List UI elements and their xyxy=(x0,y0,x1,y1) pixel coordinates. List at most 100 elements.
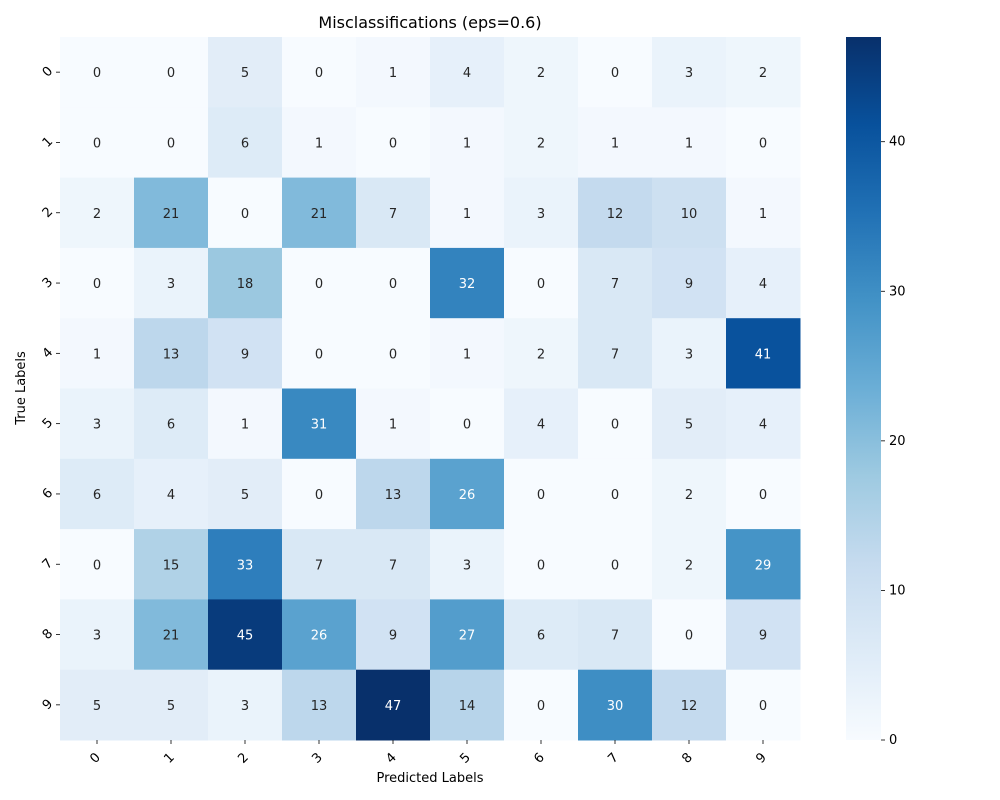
cell-value-label: 3 xyxy=(685,66,693,81)
cell-value-label: 5 xyxy=(93,699,101,714)
heatmap-cell xyxy=(430,599,505,671)
heatmap-cell xyxy=(504,177,579,249)
heatmap-cell xyxy=(282,247,357,319)
heatmap-cell xyxy=(578,177,653,249)
heatmap-cell xyxy=(652,177,727,249)
heatmap-cell xyxy=(578,599,653,671)
heatmap-cell xyxy=(504,37,579,108)
heatmap-cell xyxy=(504,669,579,741)
cell-value-label: 7 xyxy=(611,347,619,362)
cell-value-label: 0 xyxy=(759,699,767,714)
heatmap-cell xyxy=(504,529,579,600)
colorbar-tick-label: 20 xyxy=(889,434,906,449)
cell-value-label: 0 xyxy=(611,488,619,503)
cell-value-label: 9 xyxy=(759,629,767,644)
heatmap-cell xyxy=(134,669,209,741)
cell-value-label: 10 xyxy=(681,207,698,222)
heatmap-cell xyxy=(208,107,283,179)
x-tick-label: 5 xyxy=(457,750,473,766)
heatmap-cell xyxy=(134,177,209,249)
cell-value-label: 0 xyxy=(611,558,619,573)
cell-value-label: 0 xyxy=(93,136,101,151)
cell-value-label: 0 xyxy=(759,488,767,503)
cell-value-label: 3 xyxy=(93,629,101,644)
cell-value-label: 1 xyxy=(93,347,101,362)
cell-value-label: 15 xyxy=(163,558,180,573)
cell-value-label: 2 xyxy=(685,488,693,503)
heatmap-cell xyxy=(282,669,357,741)
heatmap-cell xyxy=(430,529,505,600)
heatmap-cell xyxy=(356,529,431,600)
heatmap-cell xyxy=(134,599,209,671)
heatmap-cell xyxy=(134,247,209,319)
heatmap-cell xyxy=(60,669,135,741)
heatmap-cell xyxy=(578,107,653,179)
cell-value-label: 0 xyxy=(389,136,397,151)
cell-value-label: 3 xyxy=(93,418,101,433)
cell-value-label: 18 xyxy=(237,277,254,292)
cell-value-label: 0 xyxy=(315,66,323,81)
cell-value-label: 1 xyxy=(463,136,471,151)
cell-value-label: 1 xyxy=(463,207,471,222)
heatmap-cell xyxy=(134,37,209,108)
cell-value-label: 3 xyxy=(167,277,175,292)
chart-title: Misclassifications (eps=0.6) xyxy=(318,13,541,32)
y-tick-label: 6 xyxy=(40,486,56,502)
heatmap-cell xyxy=(504,247,579,319)
heatmap-cell xyxy=(652,669,727,741)
heatmap-cell xyxy=(208,599,283,671)
x-tick-label: 6 xyxy=(531,750,547,766)
heatmap-cell xyxy=(356,37,431,108)
cell-value-label: 6 xyxy=(537,629,545,644)
heatmap-cell xyxy=(430,669,505,741)
cell-value-label: 1 xyxy=(463,347,471,362)
cell-value-label: 0 xyxy=(463,418,471,433)
heatmap-cell xyxy=(60,529,135,600)
cell-value-label: 21 xyxy=(163,207,180,222)
cell-value-label: 2 xyxy=(537,347,545,362)
heatmap-cell xyxy=(726,388,801,460)
y-tick-label: 3 xyxy=(40,275,56,291)
heatmap-cell xyxy=(430,37,505,108)
heatmap-cell xyxy=(60,318,135,389)
heatmap-cell xyxy=(208,37,283,108)
cell-value-label: 9 xyxy=(389,629,397,644)
cell-value-label: 1 xyxy=(759,207,767,222)
cell-value-label: 9 xyxy=(241,347,249,362)
heatmap-cell xyxy=(60,388,135,460)
cell-value-label: 3 xyxy=(537,207,545,222)
y-tick-label: 7 xyxy=(40,556,56,572)
y-tick-label: 4 xyxy=(40,345,56,361)
cell-value-label: 0 xyxy=(537,699,545,714)
heatmap-cell xyxy=(282,599,357,671)
heatmap-cell xyxy=(652,529,727,600)
cell-value-label: 47 xyxy=(385,699,402,714)
x-tick-label: 1 xyxy=(161,750,177,766)
cell-value-label: 0 xyxy=(537,558,545,573)
heatmap-cell xyxy=(208,529,283,600)
heatmap-cell xyxy=(578,37,653,108)
cell-value-label: 12 xyxy=(607,207,624,222)
cell-value-label: 1 xyxy=(241,418,249,433)
heatmap-cell xyxy=(60,37,135,108)
heatmap-cell xyxy=(726,107,801,179)
heatmap-cell xyxy=(356,458,431,530)
heatmap-cell xyxy=(652,37,727,108)
heatmap-cell xyxy=(356,247,431,319)
colorbar-tick-label: 10 xyxy=(889,583,906,598)
heatmap-cell xyxy=(652,107,727,179)
cell-value-label: 13 xyxy=(385,488,402,503)
x-tick-label: 3 xyxy=(309,750,325,766)
heatmap-cell xyxy=(208,247,283,319)
heatmap-cell xyxy=(652,318,727,389)
x-tick-label: 7 xyxy=(605,750,621,766)
cell-value-label: 5 xyxy=(685,418,693,433)
heatmap-cell xyxy=(504,599,579,671)
cell-value-label: 0 xyxy=(241,207,249,222)
cell-value-label: 2 xyxy=(759,66,767,81)
heatmap-cell xyxy=(726,529,801,600)
heatmap-cell xyxy=(726,458,801,530)
colorbar: 0 10 20 30 40 xyxy=(846,37,906,748)
heatmap-cell xyxy=(726,177,801,249)
cell-value-label: 0 xyxy=(537,488,545,503)
